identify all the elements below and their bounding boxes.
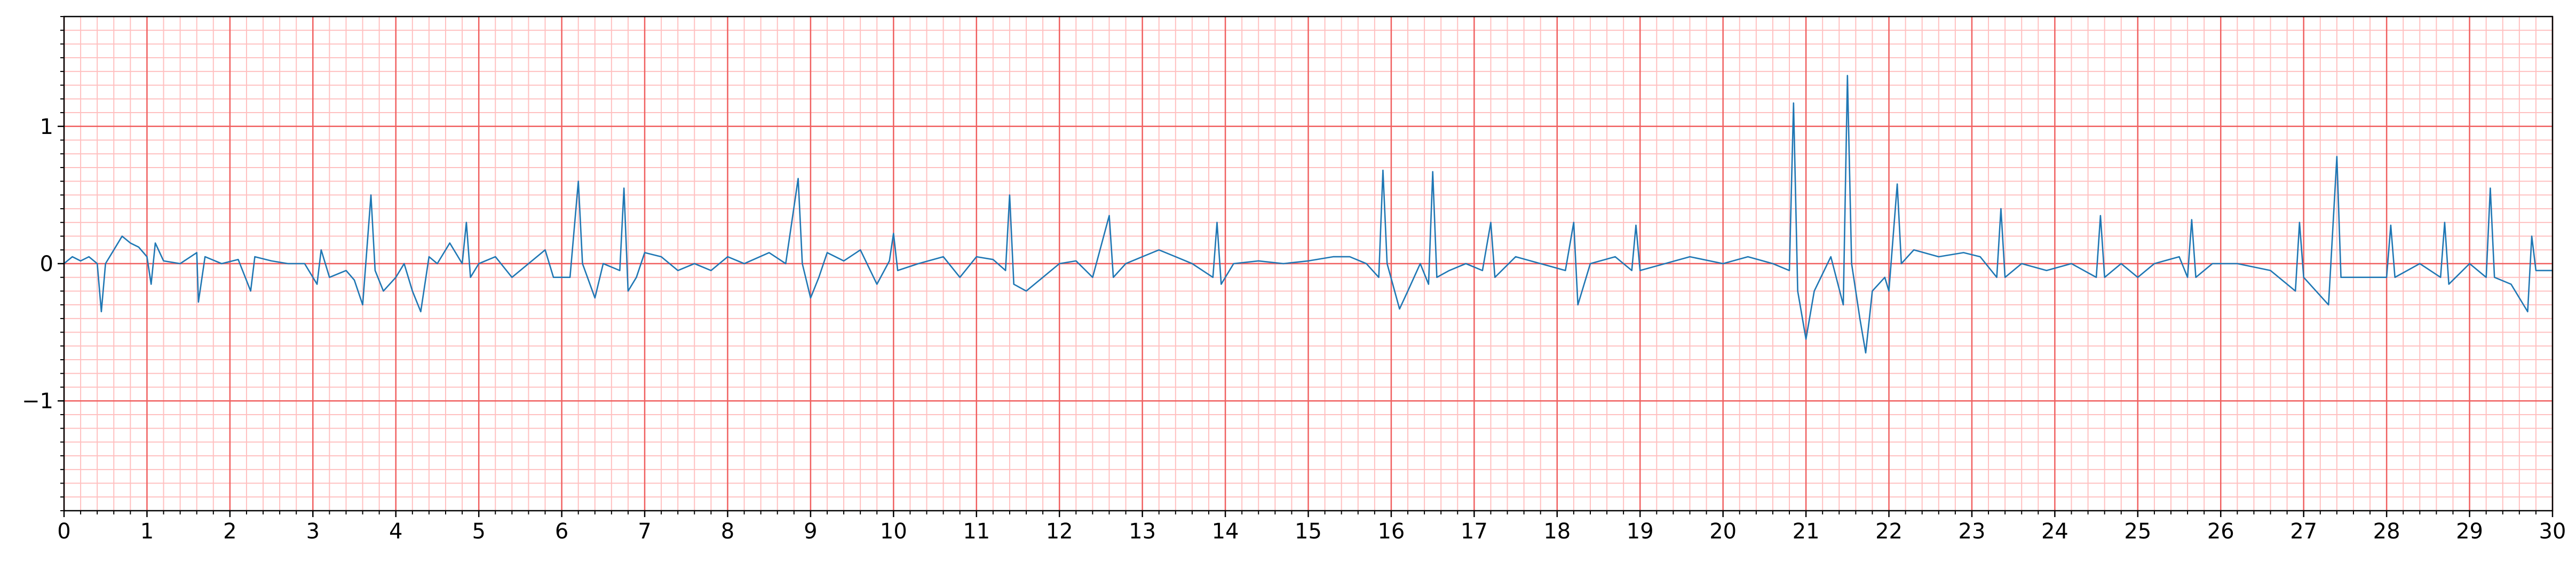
x-tick-label: 25 <box>2124 519 2151 544</box>
x-tick-label: 15 <box>1295 519 1322 544</box>
x-tick-label: 14 <box>1212 519 1239 544</box>
x-tick-label: 27 <box>2290 519 2317 544</box>
x-tick-label: 9 <box>804 519 817 544</box>
x-tick-label: 21 <box>1793 519 1820 544</box>
x-tick-label: 10 <box>880 519 907 544</box>
x-tick-label: 1 <box>140 519 154 544</box>
y-tick-label: 0 <box>40 252 53 276</box>
x-tick-label: 8 <box>721 519 734 544</box>
x-tick-label: 24 <box>2041 519 2068 544</box>
x-tick-label: 13 <box>1129 519 1156 544</box>
x-tick-label: 5 <box>472 519 485 544</box>
x-tick-label: 6 <box>555 519 568 544</box>
x-tick-label: 29 <box>2456 519 2483 544</box>
x-tick-label: 30 <box>2539 519 2566 544</box>
x-tick-label: 12 <box>1046 519 1073 544</box>
x-tick-label: 28 <box>2373 519 2400 544</box>
x-tick-label: 18 <box>1543 519 1571 544</box>
y-tick-label: −1 <box>22 389 53 414</box>
x-tick-label: 20 <box>1709 519 1737 544</box>
plot-frame <box>63 15 2554 512</box>
x-tick-label: 17 <box>1461 519 1488 544</box>
x-tick-label: 4 <box>389 519 402 544</box>
x-tick-label: 11 <box>963 519 990 544</box>
x-tick-label: 26 <box>2207 519 2234 544</box>
x-tick-label: 22 <box>1875 519 1903 544</box>
x-tick-label: 19 <box>1627 519 1654 544</box>
x-tick-label: 0 <box>57 519 70 544</box>
x-tick-label: 2 <box>223 519 236 544</box>
x-tick-label: 3 <box>306 519 320 544</box>
x-tick-label: 16 <box>1377 519 1405 544</box>
y-tick-label: 1 <box>40 115 53 139</box>
x-tick-label: 23 <box>1959 519 1986 544</box>
x-tick-label: 7 <box>638 519 651 544</box>
signal-line <box>64 75 2553 354</box>
